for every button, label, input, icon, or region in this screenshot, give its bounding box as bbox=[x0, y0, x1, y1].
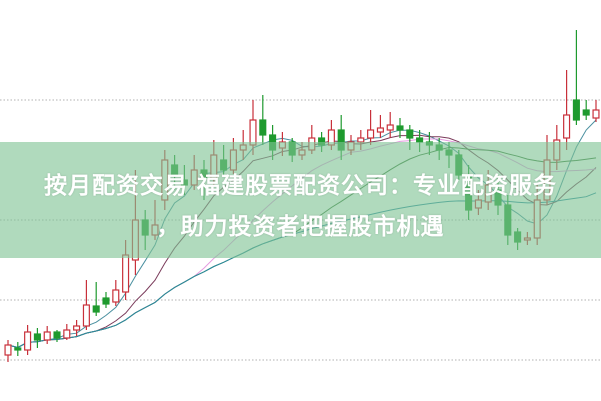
candle-down bbox=[33, 333, 41, 341]
candle-up bbox=[563, 114, 571, 139]
article-title-line-2: ，助力投资者把握股市机遇 bbox=[156, 214, 445, 240]
candle-down bbox=[92, 305, 100, 313]
candle-down bbox=[53, 331, 61, 339]
candle-up bbox=[24, 331, 32, 351]
candle-down bbox=[406, 129, 414, 139]
candle-up bbox=[112, 289, 120, 303]
candle-up bbox=[376, 127, 384, 133]
candle-up bbox=[82, 304, 90, 327]
candle-up bbox=[63, 329, 71, 339]
candle-down bbox=[572, 99, 580, 121]
candle-up bbox=[73, 325, 81, 331]
candle-up bbox=[4, 344, 12, 356]
candle-down bbox=[259, 119, 267, 136]
candle-down bbox=[14, 347, 22, 351]
candle-up bbox=[43, 331, 51, 341]
candle-up bbox=[592, 109, 600, 119]
article-title-line-1: 按月配资交易 福建股票配资公司：专业配资服务 bbox=[43, 173, 557, 199]
candle-down bbox=[582, 109, 590, 116]
candle-down bbox=[396, 125, 404, 131]
title-banner bbox=[0, 142, 601, 258]
candle-down bbox=[102, 297, 110, 305]
candle-up bbox=[122, 254, 130, 293]
candle-up bbox=[367, 129, 375, 139]
candle-up bbox=[386, 124, 394, 131]
